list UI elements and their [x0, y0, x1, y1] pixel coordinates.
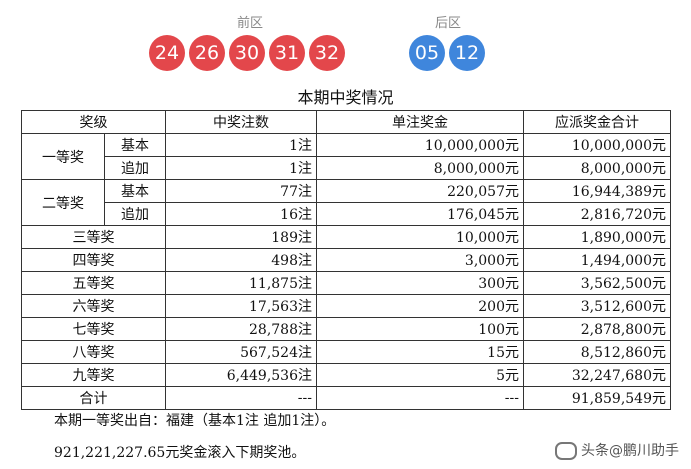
count-cell: 6,449,536注 [165, 363, 317, 387]
total-cell: 3,512,600元 [523, 294, 671, 318]
sub-level-cell: 追加 [104, 156, 166, 180]
table-total-row: 合计 --- --- 91,859,549元 [21, 386, 671, 410]
prize-cell: 220,057元 [316, 179, 524, 203]
table-row: 一等奖 基本 1注 10,000,000元 10,000,000元 [21, 133, 671, 180]
count-cell: 189注 [165, 225, 317, 249]
front-ball: 31 [269, 35, 305, 71]
chat-bubble-icon [555, 442, 577, 460]
front-balls: 24 26 30 31 32 [149, 35, 345, 71]
prize-cell: 200元 [316, 294, 524, 318]
sub-level-cell: 基本 [104, 133, 166, 157]
header-count: 中奖注数 [165, 110, 317, 134]
count-cell: 16注 [165, 202, 317, 226]
prize-cell: 3,000元 [316, 248, 524, 272]
count-cell: 17,563注 [165, 294, 317, 318]
table-row: 三等奖 189注 10,000元 1,890,000元 [21, 225, 671, 249]
front-ball: 24 [149, 35, 185, 71]
prize-cell: 15元 [316, 340, 524, 364]
header-level: 奖级 [21, 110, 166, 134]
back-balls: 05 12 [409, 35, 485, 71]
prize-cell: 10,000元 [316, 225, 524, 249]
level-cell: 一等奖 [21, 133, 105, 180]
back-ball: 05 [409, 35, 445, 71]
count-cell: 1注 [165, 156, 317, 180]
count-cell: --- [165, 386, 317, 410]
front-ball: 32 [309, 35, 345, 71]
table-row: 七等奖 28,788注 100元 2,878,800元 [21, 317, 671, 341]
total-cell: 10,000,000元 [523, 133, 671, 157]
level-cell: 合计 [21, 386, 166, 410]
total-cell: 1,494,000元 [523, 248, 671, 272]
level-cell: 四等奖 [21, 248, 166, 272]
count-cell: 77注 [165, 179, 317, 203]
count-cell: 567,524注 [165, 340, 317, 364]
front-ball: 26 [189, 35, 225, 71]
watermark: 头条@鹏川助手 [555, 440, 679, 460]
level-cell: 九等奖 [21, 363, 166, 387]
table-row: 追加 1注 8,000,000元 8,000,000元 [22, 156, 671, 180]
prize-cell: 100元 [316, 317, 524, 341]
total-cell: 91,859,549元 [523, 386, 671, 410]
level-cell: 二等奖 [21, 179, 105, 226]
count-cell: 28,788注 [165, 317, 317, 341]
level-cell: 五等奖 [21, 271, 166, 295]
back-ball: 12 [449, 35, 485, 71]
prize-cell: --- [316, 386, 524, 410]
header-prize: 单注奖金 [316, 110, 524, 134]
table-row: 追加 16注 176,045元 2,816,720元 [22, 202, 671, 226]
jackpot-rollover-note: 921,221,227.65元奖金滚入下期奖池。 [54, 445, 306, 461]
table-row: 五等奖 11,875注 300元 3,562,500元 [21, 271, 671, 295]
total-cell: 1,890,000元 [523, 225, 671, 249]
header-total: 应派奖金合计 [523, 110, 671, 134]
total-cell: 8,000,000元 [523, 156, 671, 180]
table-row: 二等奖 基本 77注 220,057元 16,944,389元 [21, 179, 671, 226]
level-cell: 三等奖 [21, 225, 166, 249]
prize-table: 奖级 中奖注数 单注奖金 应派奖金合计 一等奖 基本 1注 10,000,000… [21, 110, 671, 410]
total-cell: 3,562,500元 [523, 271, 671, 295]
table-row: 九等奖 6,449,536注 5元 32,247,680元 [21, 363, 671, 387]
total-cell: 2,878,800元 [523, 317, 671, 341]
first-prize-origin-note: 本期一等奖出自：福建（基本1注 追加1注）。 [54, 413, 336, 429]
back-zone-label: 后区 [435, 16, 462, 31]
count-cell: 1注 [165, 133, 317, 157]
sub-level-cell: 追加 [104, 202, 166, 226]
count-cell: 11,875注 [165, 271, 317, 295]
prize-cell: 300元 [316, 271, 524, 295]
prize-cell: 10,000,000元 [316, 133, 524, 157]
total-cell: 2,816,720元 [523, 202, 671, 226]
level-cell: 七等奖 [21, 317, 166, 341]
prize-cell: 176,045元 [316, 202, 524, 226]
total-cell: 8,512,860元 [523, 340, 671, 364]
front-zone-label: 前区 [237, 16, 264, 31]
total-cell: 32,247,680元 [523, 363, 671, 387]
table-row: 八等奖 567,524注 15元 8,512,860元 [21, 340, 671, 364]
prize-cell: 8,000,000元 [316, 156, 524, 180]
total-cell: 16,944,389元 [523, 179, 671, 203]
sub-level-cell: 基本 [104, 179, 166, 203]
watermark-text: 头条@鹏川助手 [581, 443, 679, 459]
front-ball: 30 [229, 35, 265, 71]
table-row: 四等奖 498注 3,000元 1,494,000元 [21, 248, 671, 272]
table-row: 六等奖 17,563注 200元 3,512,600元 [21, 294, 671, 318]
prize-cell: 5元 [316, 363, 524, 387]
level-cell: 六等奖 [21, 294, 166, 318]
table-header-row: 奖级 中奖注数 单注奖金 应派奖金合计 [21, 110, 671, 134]
level-cell: 八等奖 [21, 340, 166, 364]
table-title: 本期中奖情况 [297, 88, 394, 107]
count-cell: 498注 [165, 248, 317, 272]
